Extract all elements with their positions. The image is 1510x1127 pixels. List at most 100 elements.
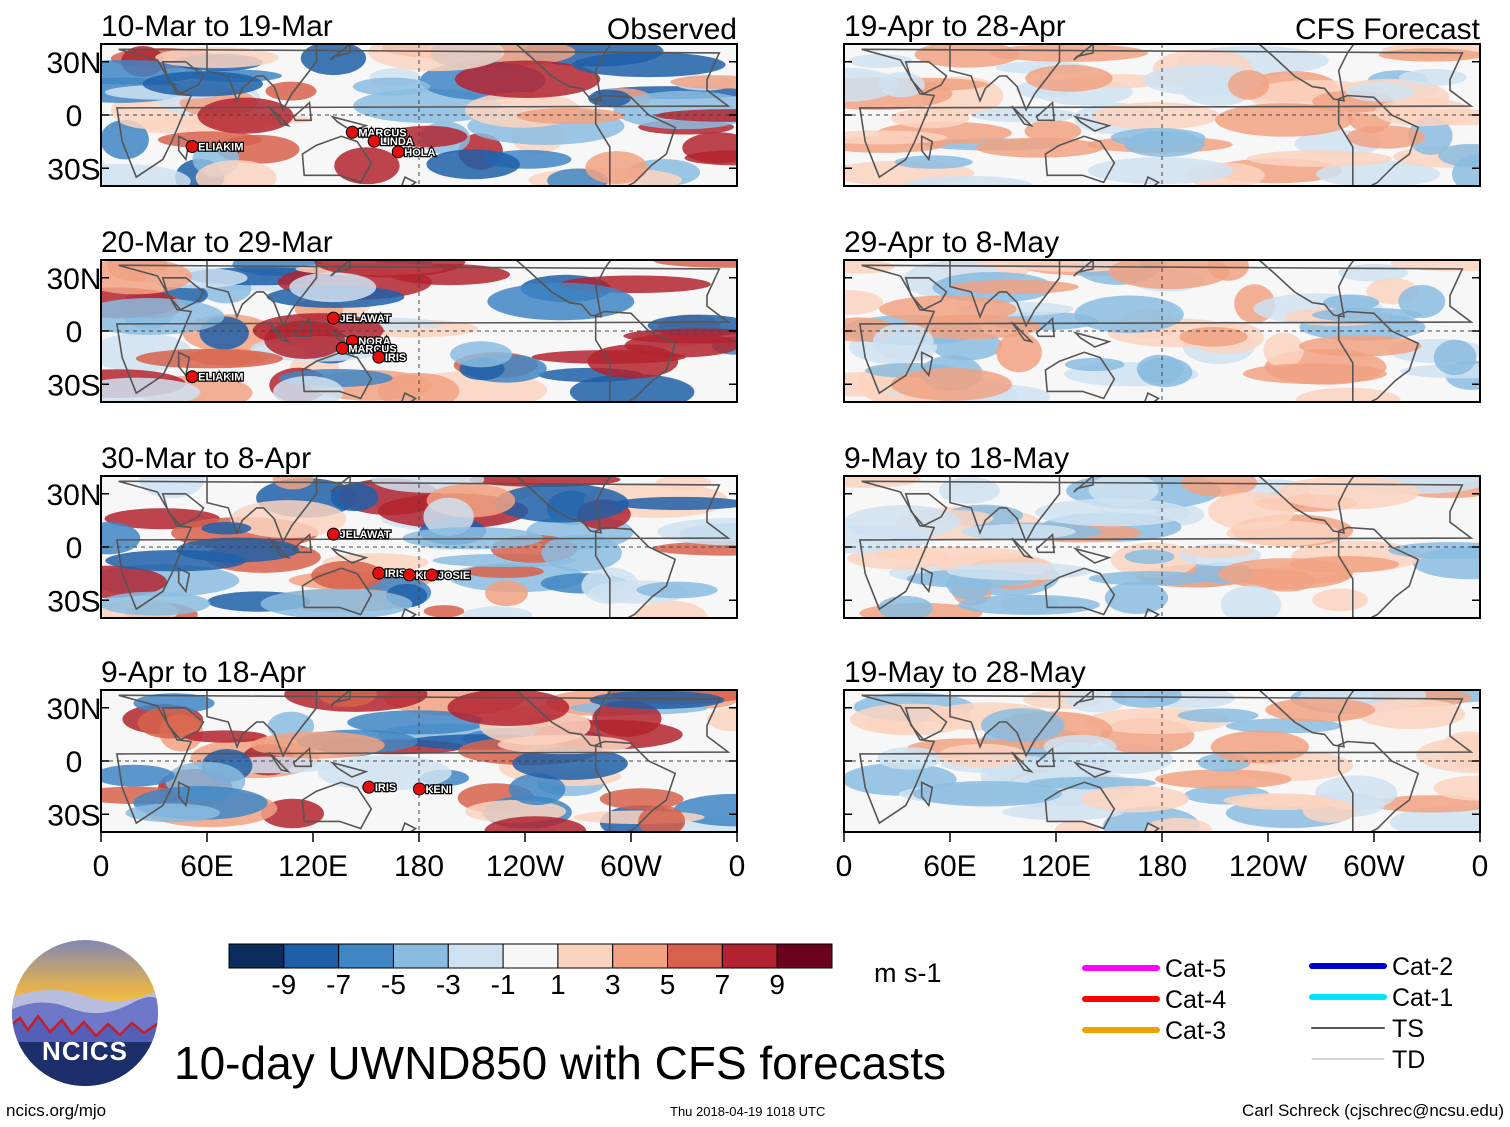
x-tick-label: 60E — [180, 850, 233, 883]
x-tick-label: 120E — [1021, 850, 1091, 883]
storm-marker — [425, 568, 439, 582]
footer-author: Carl Schreck (cjschrec@ncsu.edu) — [1242, 1101, 1504, 1120]
y-tick-label: 30S — [47, 153, 100, 186]
storm-marker — [372, 566, 386, 580]
wind-field — [101, 44, 737, 186]
x-tick-label: 180 — [394, 850, 444, 883]
legend-label-ts: TS — [1392, 1015, 1424, 1043]
storm-label: LINDA — [380, 136, 414, 148]
x-tick-label: 180 — [1137, 850, 1187, 883]
storm-marker — [345, 125, 359, 139]
storm-label: JOSIE — [438, 570, 470, 582]
colorbar-tick-label: -3 — [436, 969, 461, 1000]
panel-title: 19-May to 28-May — [844, 656, 1086, 689]
colorbar-cell — [502, 943, 559, 969]
legend-label-cat-2: Cat-2 — [1392, 953, 1453, 981]
panel-obs2: 30N 0 30S 20-Mar to 29-Mar JELAWAT NORAMARCUS… — [46, 226, 738, 403]
storm-label: JELAWAT — [340, 529, 391, 541]
y-tick-label: 30S — [47, 369, 100, 402]
storm-marker — [327, 311, 340, 325]
wind-field — [844, 44, 1480, 186]
storm-label: ELIAKIM — [198, 372, 243, 384]
panel-obs4: 30N 0 30S 9-Apr to 18-Apr IRIS KENI 0 60E 120E 18… — [46, 656, 746, 883]
panel-title: 9-May to 18-May — [844, 442, 1069, 475]
x-tick-label: 0 — [729, 850, 746, 883]
wind-field — [101, 690, 737, 832]
wind-field — [844, 476, 1480, 618]
legend-label-cat-3: Cat-3 — [1165, 1017, 1226, 1045]
figure-title: 10-day UWND850 with CFS forecasts — [174, 1037, 947, 1089]
y-tick-label: 30N — [46, 263, 101, 296]
colorbar-cell — [392, 943, 449, 969]
storm-marker — [345, 334, 359, 348]
storm-marker — [402, 568, 416, 582]
storm-marker — [185, 370, 199, 384]
y-tick-label: 0 — [66, 746, 83, 779]
storm-label: IRIS — [385, 568, 406, 580]
colorbar-cell — [447, 943, 504, 969]
y-tick-label: 30N — [46, 693, 101, 726]
colorbar-cell — [721, 943, 778, 969]
storm-label: JELAWAT — [340, 313, 391, 325]
storm-marker — [367, 134, 381, 148]
panel-title: 20-Mar to 29-Mar — [101, 226, 333, 259]
storm-marker — [335, 341, 349, 355]
colorbar-cell — [557, 943, 614, 969]
storm-marker — [327, 527, 340, 541]
colorbar-units: m s-1 — [874, 958, 942, 988]
storm-marker — [412, 782, 426, 796]
colorbar-tick-label: 9 — [769, 969, 785, 1000]
storm-category-legend: Cat-5 Cat-4 Cat-3 Cat-2 Cat-1 TS TD — [1082, 953, 1453, 1074]
wind-field — [844, 260, 1480, 402]
storm-marker — [185, 140, 199, 153]
panel-title: 9-Apr to 18-Apr — [101, 656, 306, 689]
panel-fc4: 19-May to 28-May 0 60E 120E 180 120W 60W 0 — [836, 656, 1489, 883]
panel-title: 19-Apr to 28-Apr — [844, 10, 1066, 43]
colorbar-cell — [667, 943, 723, 969]
wind-field — [844, 690, 1480, 832]
y-tick-label: 30N — [46, 47, 101, 80]
wind-field — [101, 260, 737, 402]
storm-label: MARCUS — [348, 343, 396, 355]
x-tick-label: 0 — [836, 850, 853, 883]
panel-fc3: 9-May to 18-May — [843, 442, 1481, 619]
storm-label: ELIAKIM — [198, 142, 243, 154]
legend-label-cat-5: Cat-5 — [1165, 955, 1226, 983]
storm-label: KENI — [425, 784, 451, 796]
colorbar-tick-label: 1 — [550, 969, 566, 1000]
footer-url[interactable]: ncics.org/mjo — [6, 1101, 107, 1120]
colorbar-cell — [283, 943, 340, 969]
x-tick-label: 0 — [93, 850, 110, 883]
ncics-logo: NCICS — [10, 938, 160, 1088]
colorbar-cell — [338, 943, 394, 969]
x-tick-label: 120E — [278, 850, 348, 883]
legend-label-td: TD — [1392, 1046, 1425, 1074]
storm-label: HOLA — [404, 147, 435, 159]
colorbar-tick-label: 3 — [605, 969, 621, 1000]
panel-title: 30-Mar to 8-Apr — [101, 442, 311, 475]
footer-timestamp: Thu 2018-04-19 1018 UTC — [670, 1104, 826, 1119]
storm-marker — [391, 145, 405, 159]
storm-label: IRIS — [385, 352, 406, 364]
colorbar-tick-label: -9 — [271, 969, 296, 1000]
panel-corner-label: Observed — [607, 13, 737, 46]
panel-title: 10-Mar to 19-Mar — [101, 10, 333, 43]
colorbar-tick-label: -1 — [491, 969, 516, 1000]
x-tick-label: 60W — [600, 850, 662, 883]
panel-fc2: 29-Apr to 8-May — [843, 226, 1481, 403]
storm-label: IRIS — [375, 782, 396, 794]
y-tick-label: 30S — [47, 799, 100, 832]
y-tick-label: 30N — [46, 479, 101, 512]
colorbar-tick-label: -5 — [381, 969, 406, 1000]
legend-label-cat-4: Cat-4 — [1165, 986, 1226, 1014]
panel-title: 29-Apr to 8-May — [844, 226, 1059, 259]
x-tick-label: 60W — [1343, 850, 1405, 883]
storm-label: NORA — [358, 336, 390, 348]
y-tick-label: 0 — [66, 316, 83, 349]
panel-fc1: 19-Apr to 28-Apr CFS Forecast — [843, 10, 1481, 187]
colorbar-cell — [612, 943, 669, 969]
colorbar-tick-label: 5 — [660, 969, 676, 1000]
